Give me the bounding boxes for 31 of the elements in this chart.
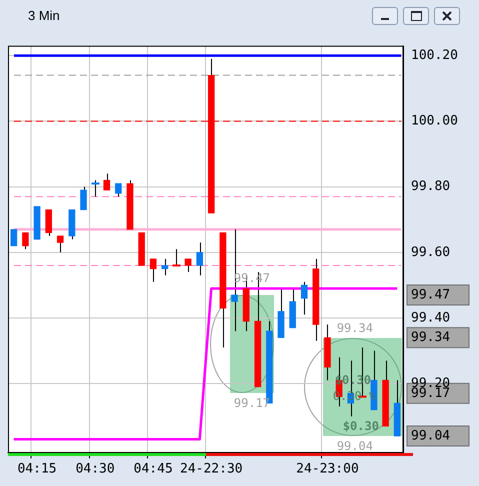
candlestick [115, 183, 122, 198]
annotation: 99.17 [234, 396, 270, 410]
candlestick [150, 258, 157, 282]
candlestick [300, 281, 308, 316]
candlestick [80, 186, 87, 210]
x-tick-label: 24-22:30 [180, 462, 243, 477]
candlestick [92, 180, 100, 198]
y-tick-label: 99.04 [411, 428, 450, 444]
annotation: 99.34 [336, 320, 373, 335]
candlestick [184, 258, 192, 273]
y-tick-label: 100.00 [411, 114, 458, 129]
candlestick [45, 209, 52, 236]
x-tick-label: 04:15 [17, 462, 57, 477]
x-tick-label: 24-23:00 [296, 462, 359, 477]
candlestick [172, 248, 180, 266]
candlestick [162, 258, 168, 276]
candlestick [22, 232, 29, 250]
y-tick-label: 99.34 [411, 330, 450, 346]
y-tick-label: 99.60 [411, 244, 450, 260]
y-tick-label: 99.47 [411, 287, 450, 302]
y-tick-label: 99.80 [411, 179, 450, 194]
x-tick-label: 04:30 [76, 462, 115, 477]
candlestick [196, 242, 204, 276]
y-tick-label: 99.40 [411, 310, 450, 326]
y-tick-label: 100.20 [411, 48, 458, 64]
chart-title: 3 Min [28, 8, 60, 23]
candlestick [103, 173, 110, 191]
x-tick-label: 04:45 [134, 462, 173, 477]
candlestick [56, 235, 64, 253]
annotation: $0.30 [342, 419, 379, 433]
annotation: 99.04 [336, 439, 373, 453]
